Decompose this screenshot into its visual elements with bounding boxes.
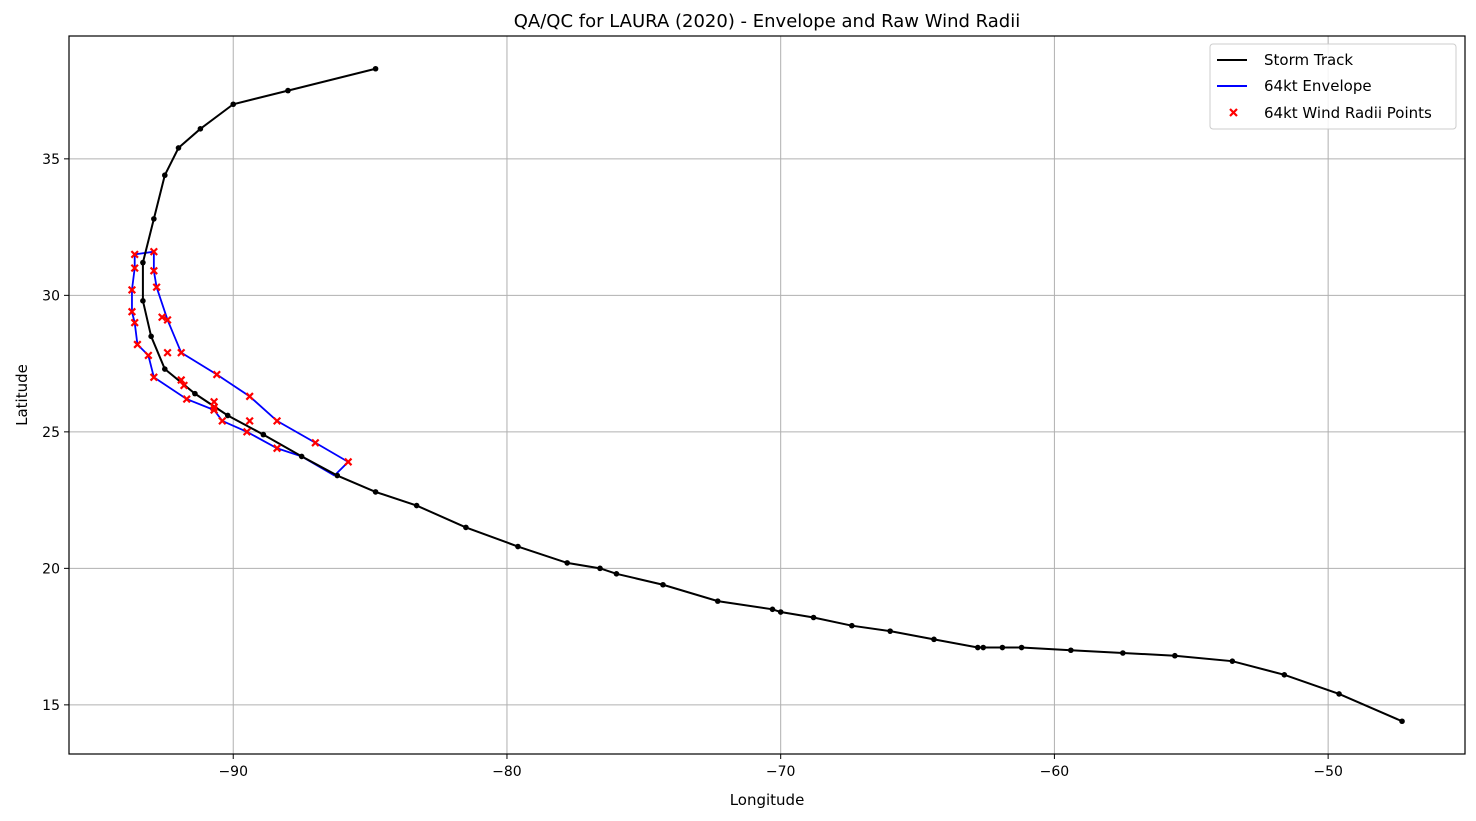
x-tick-label: −80	[492, 764, 522, 780]
wind-radii-point	[130, 263, 139, 273]
storm-track-point	[151, 216, 157, 222]
wind-radii-point	[130, 250, 139, 259]
storm-track-point	[1399, 718, 1405, 725]
storm-track-point	[148, 333, 154, 340]
wind-radii-point	[218, 416, 227, 426]
wind-radii-point	[127, 285, 137, 294]
legend: Storm Track 64kt Envelope 64kt Wind Radi…	[1209, 43, 1457, 130]
storm-track-point	[372, 489, 379, 495]
storm-track-point	[334, 472, 341, 479]
storm-track-point	[140, 259, 146, 266]
legend-radii-swatch	[1229, 108, 1238, 117]
y-tick-label: 30	[42, 288, 60, 304]
y-axis-label: Latitude	[13, 364, 31, 426]
storm-track-point	[1068, 647, 1074, 654]
storm-track-point	[140, 298, 146, 304]
wind-radii-point	[212, 370, 221, 379]
storm-track-point	[931, 636, 937, 643]
storm-track-point	[810, 614, 817, 621]
wind-radii-point	[163, 315, 172, 325]
wind-radii-point	[242, 427, 251, 436]
legend-radii-label: 64kt Wind Radii Points	[1264, 104, 1432, 122]
storm-track-point	[974, 644, 981, 651]
x-axis-ticks: −90 −80 −70 −60 −50	[218, 754, 1343, 780]
storm-track-point	[285, 87, 291, 94]
storm-track-point	[597, 565, 603, 572]
storm-track-point	[660, 581, 666, 588]
storm-track-point	[769, 606, 776, 613]
storm-track-point	[887, 628, 893, 634]
wind-radii-point	[157, 313, 167, 322]
wind-radii-point	[209, 403, 219, 412]
x-tick-label: −90	[218, 764, 248, 780]
wind-radii-point	[245, 416, 254, 426]
storm-track-point	[192, 390, 198, 397]
wind-radii-point	[130, 318, 139, 327]
wind-radii-point	[209, 405, 219, 415]
storm-track-point	[260, 431, 267, 438]
wind-radii-point	[177, 348, 186, 357]
y-tick-label: 35	[42, 152, 60, 168]
storm-track-point	[463, 524, 469, 531]
x-tick-label: −60	[1040, 764, 1070, 780]
wind-radii-point	[182, 395, 191, 404]
storm-track-point	[564, 560, 570, 566]
legend-box	[1209, 43, 1457, 130]
storm-track-point	[1281, 672, 1288, 678]
wind-radii-point	[149, 266, 158, 275]
x-tick-label: −70	[766, 764, 796, 780]
storm-track-point	[224, 412, 231, 419]
y-tick-label: 15	[42, 698, 60, 714]
chart-title: QA/QC for LAURA (2020) - Envelope and Ra…	[514, 11, 1020, 32]
wind-radii-point	[272, 444, 282, 453]
storm-track-point	[413, 502, 420, 509]
storm-track-point	[197, 126, 204, 132]
y-axis-ticks: 15 20 25 30 35	[42, 152, 69, 714]
storm-track-point	[1336, 691, 1342, 697]
storm-track-point	[162, 172, 168, 179]
storm-track-point	[1018, 644, 1025, 651]
storm-track-point	[298, 453, 305, 460]
series-layer	[127, 65, 1405, 725]
wind-radii-point	[149, 373, 158, 382]
wind-radii-point	[133, 340, 142, 349]
legend-envelope-label: 64kt Envelope	[1264, 77, 1372, 95]
storm-track-point	[175, 145, 182, 151]
storm-track-point	[999, 644, 1006, 651]
wind-radii-point	[245, 392, 254, 401]
storm-track-point	[714, 598, 721, 604]
storm-track-point	[1120, 650, 1126, 656]
storm-track-point	[162, 366, 168, 372]
wind-radii-point	[163, 348, 172, 357]
x-tick-label: −50	[1313, 764, 1343, 780]
wind-radii-point	[149, 247, 158, 256]
storm-track-point	[1229, 658, 1236, 664]
wind-radii-point	[144, 351, 153, 360]
grid	[69, 36, 1465, 754]
wind-radii-point	[272, 416, 282, 426]
storm-track-point	[849, 622, 855, 629]
storm-track-point	[372, 65, 379, 72]
storm-track-line	[141, 67, 1403, 723]
legend-track-label: Storm Track	[1264, 51, 1353, 69]
wind-radii-point	[179, 381, 189, 390]
wind-radii-point	[127, 307, 137, 316]
wind-radii-point	[344, 457, 353, 466]
storm-track-point	[230, 101, 237, 108]
wind-radii-point	[177, 375, 186, 385]
storm-track-point	[515, 543, 521, 550]
plot-area-frame	[68, 35, 1466, 755]
storm-track-point	[1172, 652, 1178, 659]
storm-track-point	[980, 644, 987, 651]
storm-track-point	[613, 571, 620, 577]
wind-radii-point	[152, 283, 161, 292]
wind-radii-point	[311, 438, 320, 447]
x-axis-label: Longitude	[730, 791, 805, 809]
y-tick-label: 20	[42, 561, 60, 577]
storm-track-point	[777, 609, 784, 615]
y-tick-label: 25	[42, 425, 60, 441]
